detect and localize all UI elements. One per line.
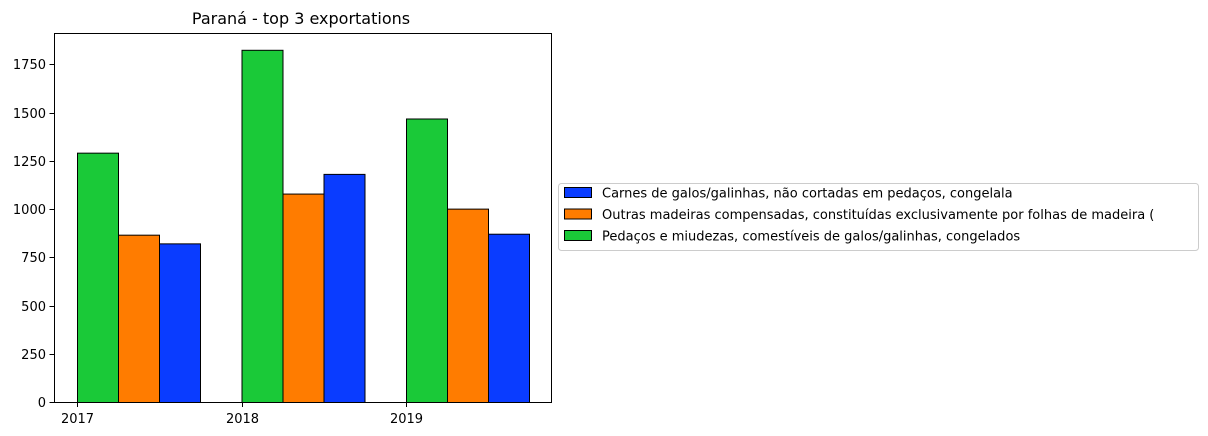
plot-frame — [54, 33, 552, 403]
y-axis: 0 250 500 750 1000 1250 1500 1750 — [13, 58, 55, 411]
bar-2019-1 — [488, 233, 530, 403]
bars-group — [77, 49, 530, 403]
y-tick-label: 0 — [38, 396, 46, 411]
y-tick-label: 1250 — [13, 155, 46, 170]
legend-swatch — [564, 230, 592, 241]
legend: Carnes de galos/galinhas, não cortadas e… — [558, 183, 1199, 251]
bar-2018-1 — [323, 173, 366, 403]
x-tick-label: 2018 — [226, 412, 259, 427]
x-tick-label: 2017 — [61, 412, 94, 427]
x-axis: 2017 2018 2019 — [61, 402, 423, 427]
y-tick-label: 250 — [21, 348, 46, 363]
bar-2017-2 — [118, 234, 160, 403]
y-tick-label: 500 — [21, 300, 46, 315]
bar-2019-2 — [447, 208, 489, 403]
y-tick-label: 750 — [21, 251, 46, 266]
y-tick-label: 1500 — [13, 107, 46, 122]
y-tick-label: 1750 — [13, 58, 46, 73]
bar-2017-3 — [77, 152, 119, 403]
legend-label: Outras madeiras compensadas, constituída… — [602, 208, 1154, 223]
bar-2018-2 — [282, 193, 325, 403]
x-tick-label: 2019 — [390, 412, 423, 427]
bar-2017-1 — [159, 243, 201, 403]
legend-swatch — [564, 187, 592, 198]
legend-box — [558, 183, 1199, 251]
bar-2019-3 — [406, 118, 448, 403]
legend-label: Carnes de galos/galinhas, não cortadas e… — [602, 187, 1013, 202]
legend-label: Pedaços e miudezas, comestíveis de galos… — [602, 230, 1020, 245]
bar-2018-3 — [241, 49, 284, 403]
legend-swatch — [564, 208, 592, 220]
chart-title: Paraná - top 3 exportations — [192, 9, 410, 28]
y-tick-label: 1000 — [13, 203, 46, 218]
